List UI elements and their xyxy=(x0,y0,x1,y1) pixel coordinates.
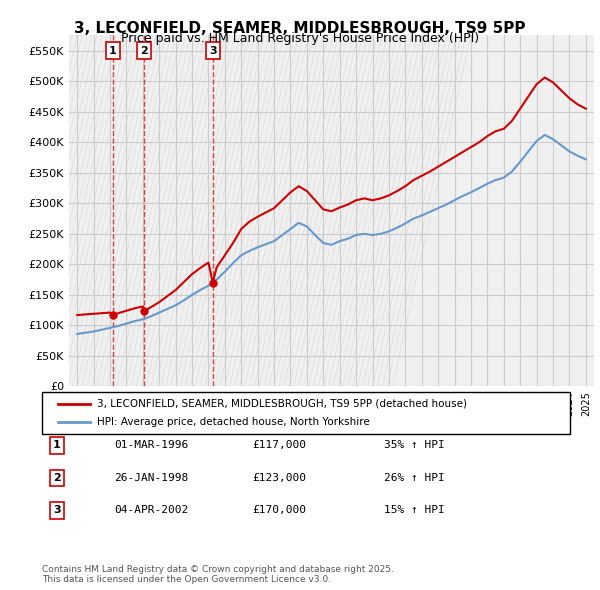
Text: Contains HM Land Registry data © Crown copyright and database right 2025.
This d: Contains HM Land Registry data © Crown c… xyxy=(42,565,394,584)
Text: 3, LECONFIELD, SEAMER, MIDDLESBROUGH, TS9 5PP: 3, LECONFIELD, SEAMER, MIDDLESBROUGH, TS… xyxy=(74,21,526,35)
Text: 1: 1 xyxy=(109,45,116,55)
Text: 1: 1 xyxy=(53,441,61,450)
Text: 2: 2 xyxy=(53,473,61,483)
Text: 01-MAR-1996: 01-MAR-1996 xyxy=(114,441,188,450)
Text: £123,000: £123,000 xyxy=(252,473,306,483)
Text: 26% ↑ HPI: 26% ↑ HPI xyxy=(384,473,445,483)
Text: 04-APR-2002: 04-APR-2002 xyxy=(114,506,188,515)
Text: HPI: Average price, detached house, North Yorkshire: HPI: Average price, detached house, Nort… xyxy=(97,417,370,427)
FancyBboxPatch shape xyxy=(42,392,570,434)
Text: £117,000: £117,000 xyxy=(252,441,306,450)
Text: 3, LECONFIELD, SEAMER, MIDDLESBROUGH, TS9 5PP (detached house): 3, LECONFIELD, SEAMER, MIDDLESBROUGH, TS… xyxy=(97,399,467,409)
Text: £170,000: £170,000 xyxy=(252,506,306,515)
Text: 15% ↑ HPI: 15% ↑ HPI xyxy=(384,506,445,515)
Text: 3: 3 xyxy=(53,506,61,515)
Text: 2: 2 xyxy=(140,45,148,55)
Text: 3: 3 xyxy=(209,45,217,55)
Text: Price paid vs. HM Land Registry's House Price Index (HPI): Price paid vs. HM Land Registry's House … xyxy=(121,32,479,45)
Text: 26-JAN-1998: 26-JAN-1998 xyxy=(114,473,188,483)
Text: 35% ↑ HPI: 35% ↑ HPI xyxy=(384,441,445,450)
